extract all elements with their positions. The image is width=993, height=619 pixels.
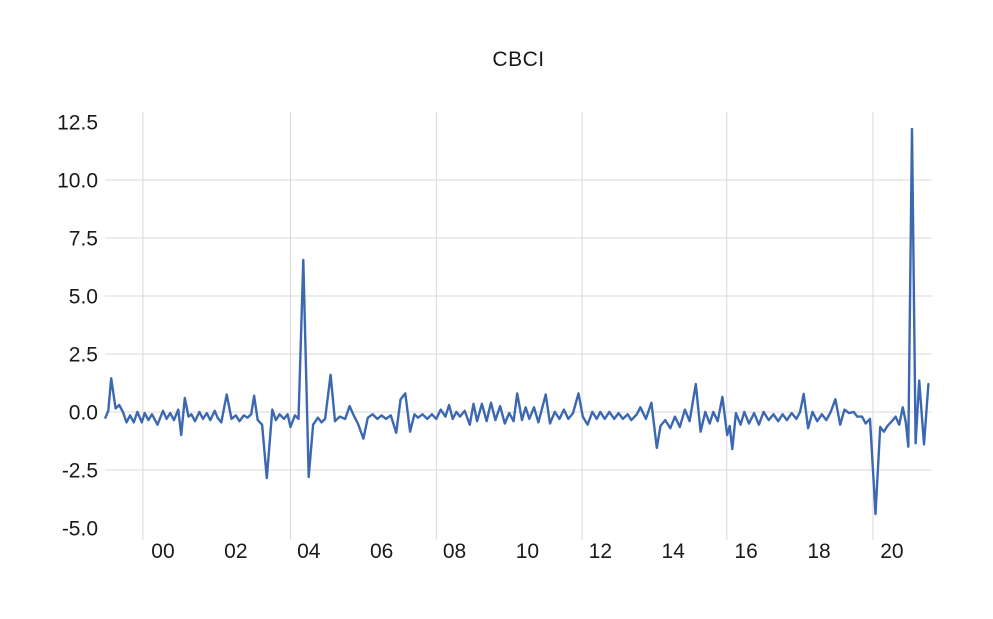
x-tick-label: 10 [516,540,539,563]
y-tick-label: 2.5 [69,343,98,366]
x-tick-label: 06 [370,540,393,563]
data-line [104,127,930,516]
chart-title: CBCI [492,48,545,71]
y-tick-label: -5.0 [62,517,98,540]
y-tick-label: 0.0 [69,401,98,424]
x-tick-label: 02 [224,540,247,563]
x-tick-label: 18 [807,540,830,563]
x-tick-label: 16 [734,540,757,563]
y-tick-label: -2.5 [62,459,98,482]
x-tick-label: 20 [880,540,903,563]
y-tick-label: 10.0 [57,169,98,192]
x-tick-label: 00 [151,540,174,563]
x-tick-label: 14 [662,540,686,563]
x-tick-label: 12 [589,540,612,563]
y-tick-label: 7.5 [69,227,98,250]
x-tick-label: 04 [297,540,321,563]
x-tick-label: 08 [443,540,466,563]
y-tick-label: 12.5 [57,111,98,134]
y-tick-label: 5.0 [69,285,98,308]
